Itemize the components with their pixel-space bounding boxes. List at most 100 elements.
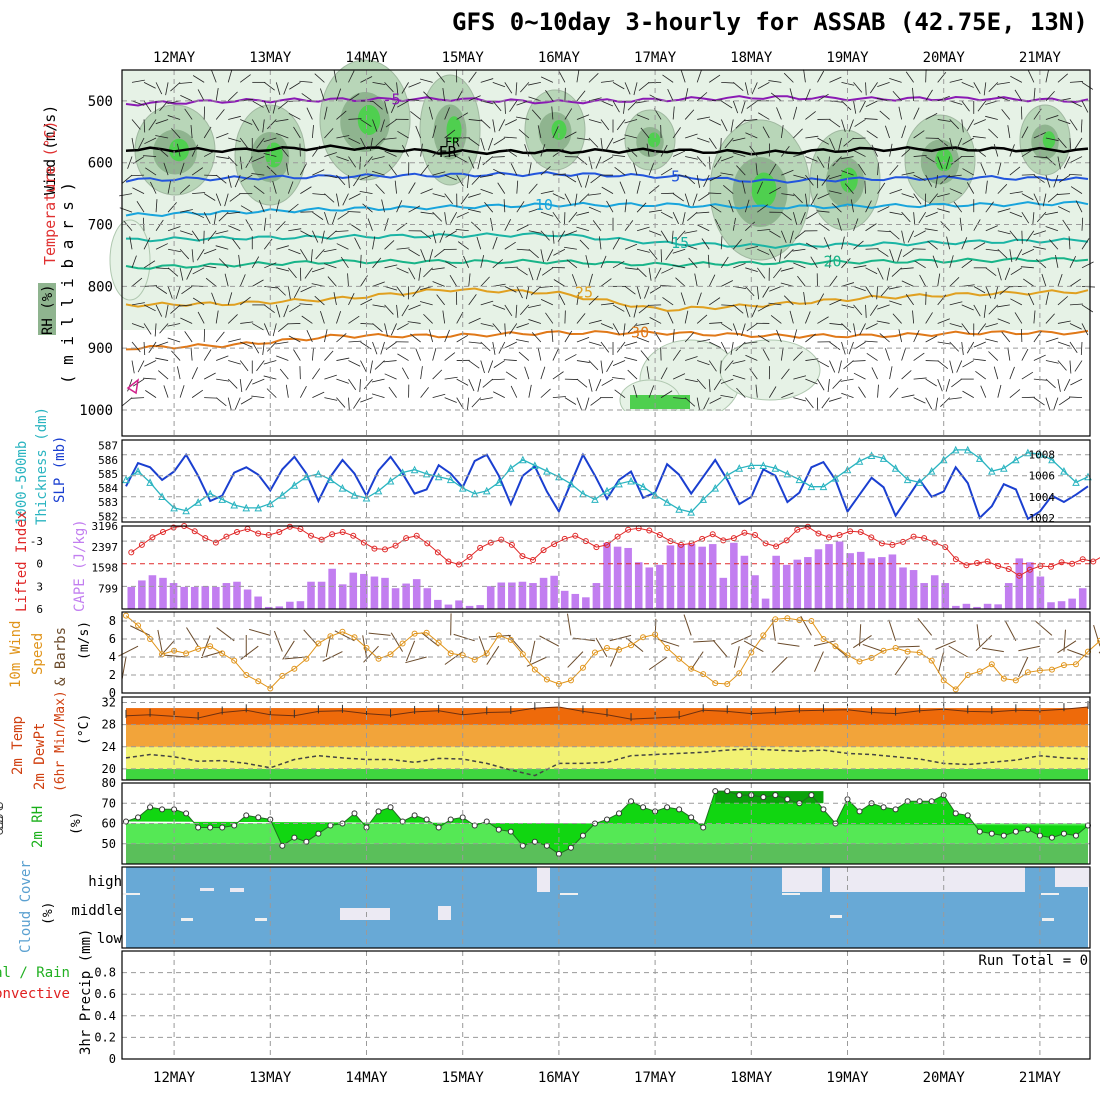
thickness-point <box>254 503 263 512</box>
upper-wind-barb <box>817 360 830 368</box>
upper-wind-barb <box>312 230 319 243</box>
upper-wind-barb <box>227 69 233 83</box>
upper-wind-barb <box>588 319 602 324</box>
upper-wind-barb <box>564 174 577 183</box>
upper-wind-barb <box>720 394 734 399</box>
wind-barb <box>693 640 716 643</box>
upper-wind-barb <box>741 180 746 194</box>
upper-wind-barb <box>228 115 241 120</box>
upper-wind-barb <box>227 156 238 167</box>
upper-wind-barb <box>266 165 277 176</box>
clear-sky-region <box>945 867 985 885</box>
upper-wind-barb <box>492 236 498 250</box>
upper-wind-barb <box>252 323 264 331</box>
upper-wind-barb <box>283 304 289 318</box>
upper-wind-barb <box>360 254 362 268</box>
lifted-index-point <box>371 545 378 552</box>
rh-legend-swatch <box>38 283 56 335</box>
upper-wind-barb <box>190 347 193 361</box>
upper-wind-barb <box>889 165 899 176</box>
upper-wind-barb <box>191 167 204 176</box>
upper-wind-barb <box>823 237 830 250</box>
upper-wind-barb <box>838 137 842 151</box>
upper-wind-barb <box>1069 341 1078 354</box>
upper-wind-barb <box>590 174 602 184</box>
upper-wind-barb <box>479 174 493 178</box>
cape-bar <box>169 583 178 609</box>
upper-wind-barb <box>660 211 673 219</box>
upper-wind-barb <box>558 293 566 306</box>
upper-wind-barb <box>434 248 445 258</box>
upper-wind-barb <box>636 114 650 120</box>
temp-band <box>126 746 1088 769</box>
upper-wind-barb <box>697 339 711 343</box>
upper-wind-barb <box>266 341 277 352</box>
upper-wind-barb <box>1033 246 1046 250</box>
upper-wind-barb <box>444 212 447 226</box>
upper-wind-barb <box>314 295 325 306</box>
upper-wind-barb <box>228 338 241 343</box>
lifted-index-point <box>308 532 314 539</box>
thickness-point <box>278 491 287 499</box>
upper-wind-barb <box>179 230 193 236</box>
upper-wind-barb <box>540 299 554 306</box>
upper-wind-barb <box>793 106 798 120</box>
thickness-label-2: Thickness (dm) <box>34 407 50 525</box>
upper-wind-barb <box>131 397 145 399</box>
upper-wind-barb <box>757 82 770 90</box>
upper-wind-barb <box>227 292 233 306</box>
upper-wind-barb <box>614 389 626 398</box>
upper-wind-barb <box>155 304 163 317</box>
upper-wind-barb <box>720 172 734 176</box>
thickness-point <box>1048 455 1056 464</box>
upper-wind-barb <box>240 205 253 213</box>
upper-wind-barb <box>898 329 903 343</box>
upper-wind-barb <box>614 166 626 176</box>
upper-wind-barb <box>601 186 614 194</box>
upper-wind-barb <box>167 202 177 213</box>
wind-barb <box>566 613 572 636</box>
upper-wind-barb <box>1057 341 1071 347</box>
upper-wind-barb <box>1015 249 1023 261</box>
wind-speed-point <box>219 650 226 657</box>
upper-wind-barb <box>859 323 866 336</box>
wind-speed-point <box>135 622 142 629</box>
rh-point <box>964 812 971 819</box>
upper-wind-barb <box>408 304 421 311</box>
upper-wind-barb <box>468 317 481 324</box>
upper-wind-barb <box>288 203 299 213</box>
upper-wind-barb <box>676 230 686 241</box>
upper-wind-barb <box>240 341 253 348</box>
upper-wind-barb <box>480 119 491 129</box>
rh-point <box>447 816 454 823</box>
wind-barb <box>529 640 536 663</box>
upper-wind-barb <box>672 349 681 361</box>
thickness-label: 1000-500mb <box>14 441 30 525</box>
upper-wind-barb <box>385 119 397 128</box>
upper-wind-barb <box>348 378 357 391</box>
upper-wind-barb <box>744 304 749 318</box>
upper-wind-barb <box>264 262 277 269</box>
surface-marker-icon <box>126 378 140 395</box>
temp-tick-label: 24 <box>102 740 116 754</box>
lifted-index-point <box>857 529 864 536</box>
upper-wind-barb <box>709 174 722 182</box>
upper-wind-barb <box>588 273 593 287</box>
upper-wind-barb <box>1001 109 1011 120</box>
upper-wind-barb <box>925 335 938 343</box>
upper-wind-barb <box>468 360 480 369</box>
upper-wind-barb <box>865 100 878 107</box>
upper-wind-barb <box>901 230 905 244</box>
lifted-index-point <box>160 529 166 536</box>
upper-wind-barb <box>396 247 410 250</box>
upper-wind-barb <box>937 137 949 147</box>
upper-wind-barb <box>528 248 539 259</box>
lifted-index-point <box>783 537 790 544</box>
top-day-label: 17MAY <box>634 50 677 66</box>
upper-wind-barb <box>148 341 157 354</box>
upper-wind-barb <box>524 366 530 380</box>
thickness-point <box>374 486 383 495</box>
upper-wind-barb <box>179 304 193 307</box>
upper-wind-barb <box>215 245 229 250</box>
wind-tick-label: 6 <box>109 632 116 646</box>
